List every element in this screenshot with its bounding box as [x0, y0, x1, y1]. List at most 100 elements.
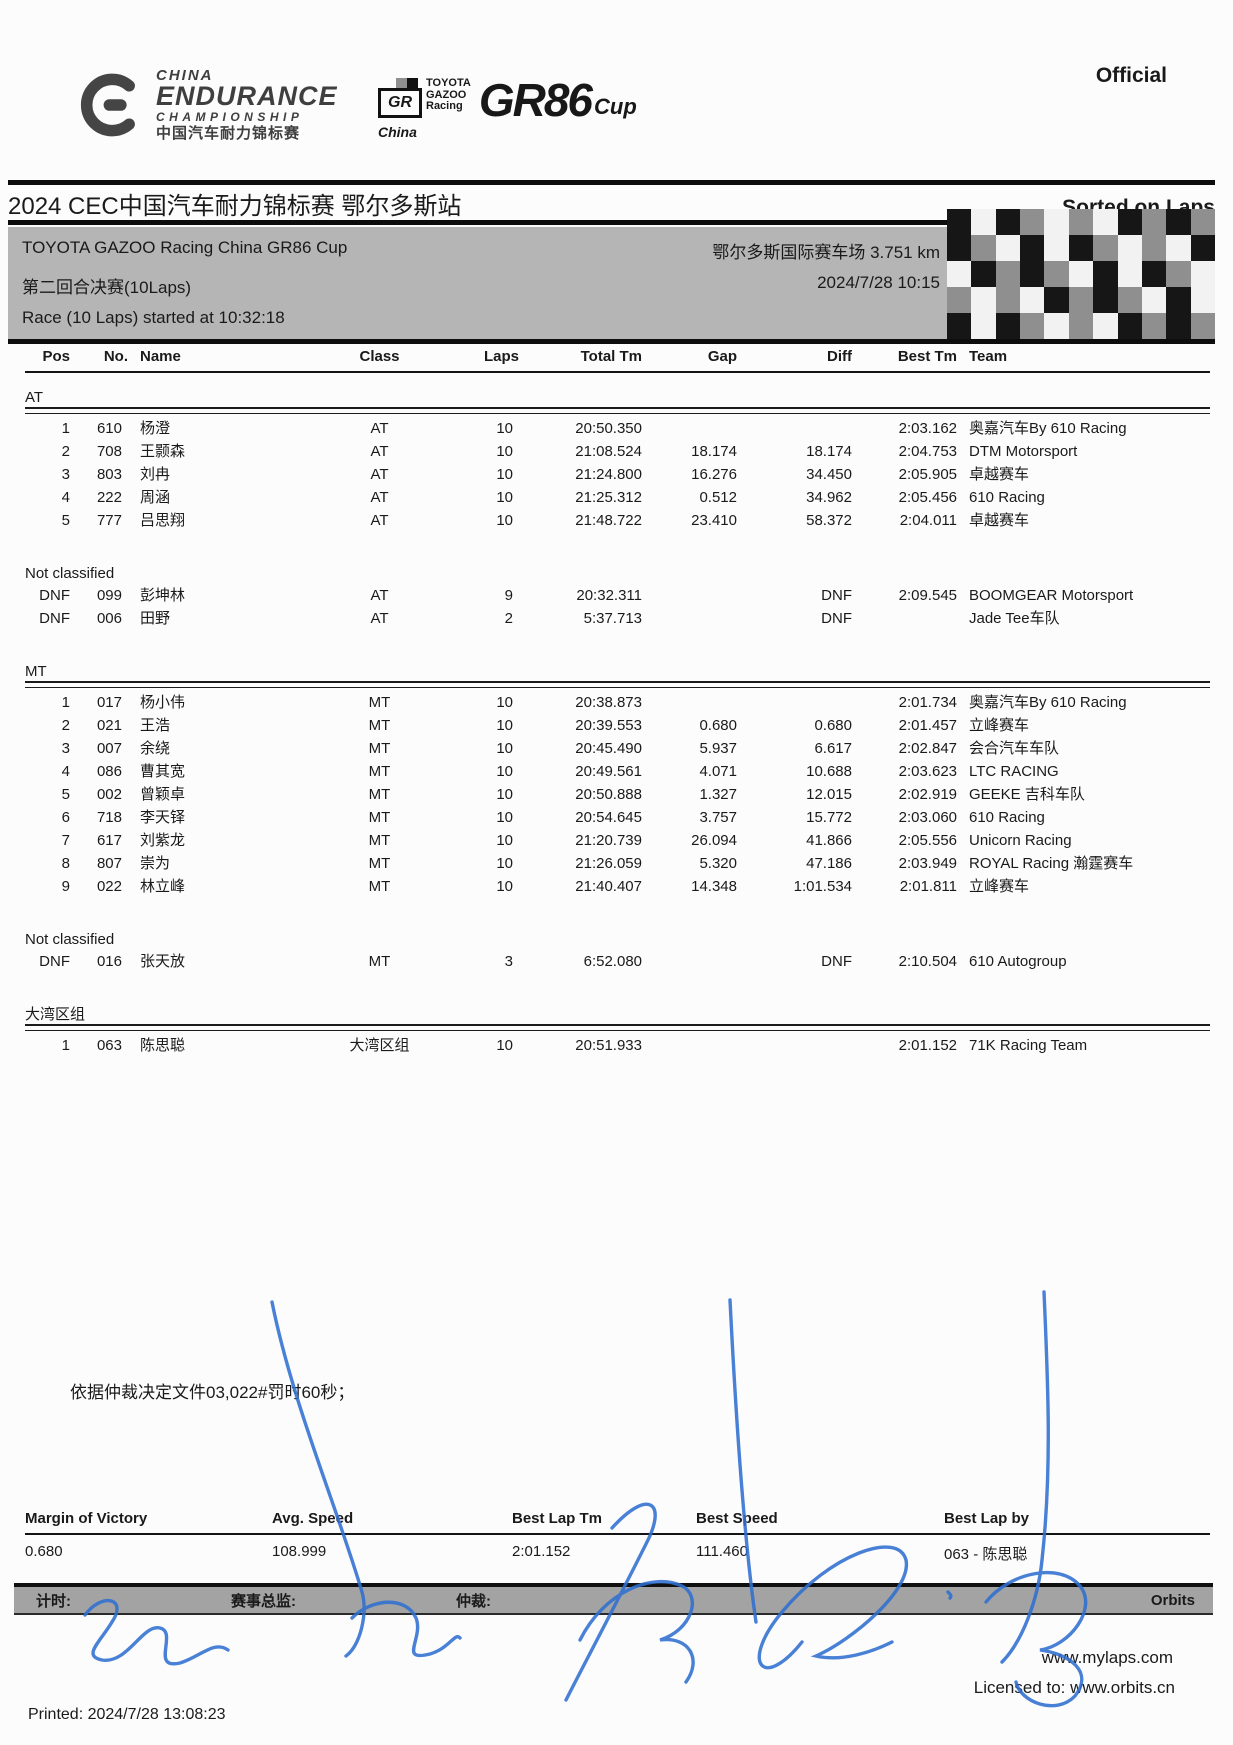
cell-team: 会合汽车车队 [969, 740, 1060, 757]
cell-gap [642, 417, 737, 440]
cell-pos: 7 [61, 832, 70, 849]
cell-team: GEEKE 吉科车队 [969, 786, 1085, 803]
cell-class: MT [368, 832, 391, 849]
cell-team: LTC RACING [969, 763, 1059, 780]
cell-diff: 41.866 [806, 832, 852, 849]
stat-value-best-speed: 111.460 [696, 1543, 748, 1560]
stat-value-margin: 0.680 [25, 1543, 63, 1560]
cell-laps: 10 [496, 512, 513, 529]
tgr-text: TOYOTA GAZOO Racing [426, 77, 471, 113]
cell-class: MT [368, 763, 391, 780]
section-label: AT [25, 388, 1210, 414]
cell-total-tm: 21:25.312 [575, 489, 642, 506]
cec-logo-text: CHINA ENDURANCE CHAMPIONSHIP 中国汽车耐力锦标赛 [156, 68, 338, 142]
tgr-toyota: TOYOTA [426, 77, 471, 89]
orbits-label: Orbits [1150, 1591, 1195, 1609]
gr-badge-icon: GR [378, 78, 422, 118]
cell-no: 021 [96, 717, 122, 734]
printed-timestamp: Printed: 2024/7/28 13:08:23 [28, 1706, 226, 1723]
table-row: 4 086 曹其宽 MT 10 20:49.561 4.071 10.688 2:03.623 L… [25, 760, 1210, 783]
cell-no: 617 [96, 832, 122, 849]
cell-team: 奥嘉汽车By 610 Racing [969, 420, 1127, 437]
cell-no: 006 [96, 610, 122, 627]
cell-gap: 3.757 [699, 809, 737, 826]
cell-name: 王颢森 [140, 443, 186, 460]
cell-laps: 10 [496, 1037, 513, 1054]
cell-name: 杨小伟 [140, 694, 186, 711]
cell-best-tm: 2:01.457 [898, 717, 957, 734]
cell-best-tm: 2:03.060 [898, 809, 957, 826]
cell-total-tm: 20:32.311 [576, 587, 642, 604]
penalty-note: 依据仲裁决定文件03,022#罚时60秒； [70, 1383, 355, 1402]
col-header-class: Class [359, 348, 400, 365]
cell-gap: 14.348 [691, 878, 737, 895]
cell-no: 777 [96, 512, 122, 529]
cell-pos: 1 [61, 1037, 70, 1054]
cell-team: 卓越赛车 [969, 512, 1030, 529]
cell-laps: 10 [496, 763, 513, 780]
cell-best-tm: 2:09.545 [898, 587, 957, 604]
cell-total-tm: 20:45.490 [575, 740, 642, 757]
cell-diff: 58.372 [806, 512, 852, 529]
results-table-header: Pos No. Name Class Laps Total Tm Gap Dif… [25, 348, 1210, 373]
cell-name: 周涵 [140, 489, 171, 506]
toyota-gazoo-gr86-logo: GR China TOYOTA GAZOO Racing GR86 Cup [378, 77, 637, 140]
cell-diff [737, 417, 852, 440]
cell-pos: 4 [61, 763, 70, 780]
table-row: 1 017 杨小伟 MT 10 20:38.873 2:01.734 奥嘉汽车By 610 R… [25, 691, 1210, 714]
cell-class: AT [370, 420, 389, 437]
cell-laps: 9 [504, 587, 513, 604]
col-header-name: Name [140, 348, 181, 365]
table-row: 3 007 余绕 MT 10 20:45.490 5.937 6.617 2:02.847 会合汽… [25, 737, 1210, 760]
cell-no: 086 [96, 763, 122, 780]
cell-name: 王浩 [140, 717, 171, 734]
cell-gap: 16.276 [691, 466, 737, 483]
table-row: 4 222 周涵 AT 10 21:25.312 0.512 34.962 2:05.456 61… [25, 486, 1210, 509]
cell-laps: 10 [496, 489, 513, 506]
cell-gap: 23.410 [691, 512, 737, 529]
col-header-team: Team [969, 348, 1008, 365]
cell-diff: DNF [821, 610, 852, 627]
table-row: 2 708 王颢森 AT 10 21:08.524 18.174 18.174 2:04.753… [25, 440, 1210, 463]
stat-value-best-lap-by: 063 - 陈思聪 [944, 1546, 1028, 1563]
cell-team: DTM Motorsport [969, 443, 1078, 460]
cell-diff: 10.688 [806, 763, 852, 780]
cell-laps: 10 [496, 740, 513, 757]
race-started-text: Race (10 Laps) started at 10:32:18 [22, 308, 285, 327]
cell-total-tm: 20:38.873 [575, 694, 642, 711]
cell-total-tm: 21:26.059 [575, 855, 642, 872]
cell-name: 余绕 [140, 740, 171, 757]
cell-best-tm: 2:03.949 [898, 855, 957, 872]
mylaps-url: www.mylaps.com [1041, 1648, 1173, 1667]
cell-name: 林立峰 [140, 878, 186, 895]
cell-class: MT [368, 740, 391, 757]
cell-class: MT [368, 717, 391, 734]
arbiter-label: 仲裁: [456, 1592, 491, 1610]
cell-best-tm: 2:04.753 [898, 443, 957, 460]
cell-best-tm: 2:01.811 [899, 878, 957, 895]
cell-gap: 0.512 [699, 489, 737, 506]
cell-diff: DNF [821, 587, 852, 604]
cell-name: 崇为 [140, 855, 171, 872]
cell-pos: 6 [61, 809, 70, 826]
cell-no: 016 [96, 953, 122, 970]
cell-diff: 1:01.534 [793, 878, 852, 895]
cell-team: 71K Racing Team [969, 1037, 1088, 1054]
col-header-gap: Gap [707, 348, 737, 365]
cell-no: 718 [96, 809, 122, 826]
cell-no: 708 [96, 443, 122, 460]
cell-team: 610 Autogroup [969, 953, 1067, 970]
cell-gap: 18.174 [691, 443, 737, 460]
cell-laps: 10 [496, 717, 513, 734]
cell-gap: 4.071 [699, 763, 737, 780]
cell-total-tm: 5:37.713 [583, 610, 642, 627]
cell-name: 李天铎 [140, 809, 186, 826]
cell-gap: 5.937 [699, 740, 737, 757]
cell-name: 曾颖卓 [140, 786, 186, 803]
cell-best-tm: 2:05.905 [898, 466, 957, 483]
cell-name: 张天放 [140, 953, 186, 970]
col-header-best-tm: Best Tm [897, 348, 957, 365]
cell-total-tm: 20:49.561 [575, 763, 642, 780]
cell-no: 807 [96, 855, 122, 872]
col-header-no: No. [103, 348, 128, 365]
